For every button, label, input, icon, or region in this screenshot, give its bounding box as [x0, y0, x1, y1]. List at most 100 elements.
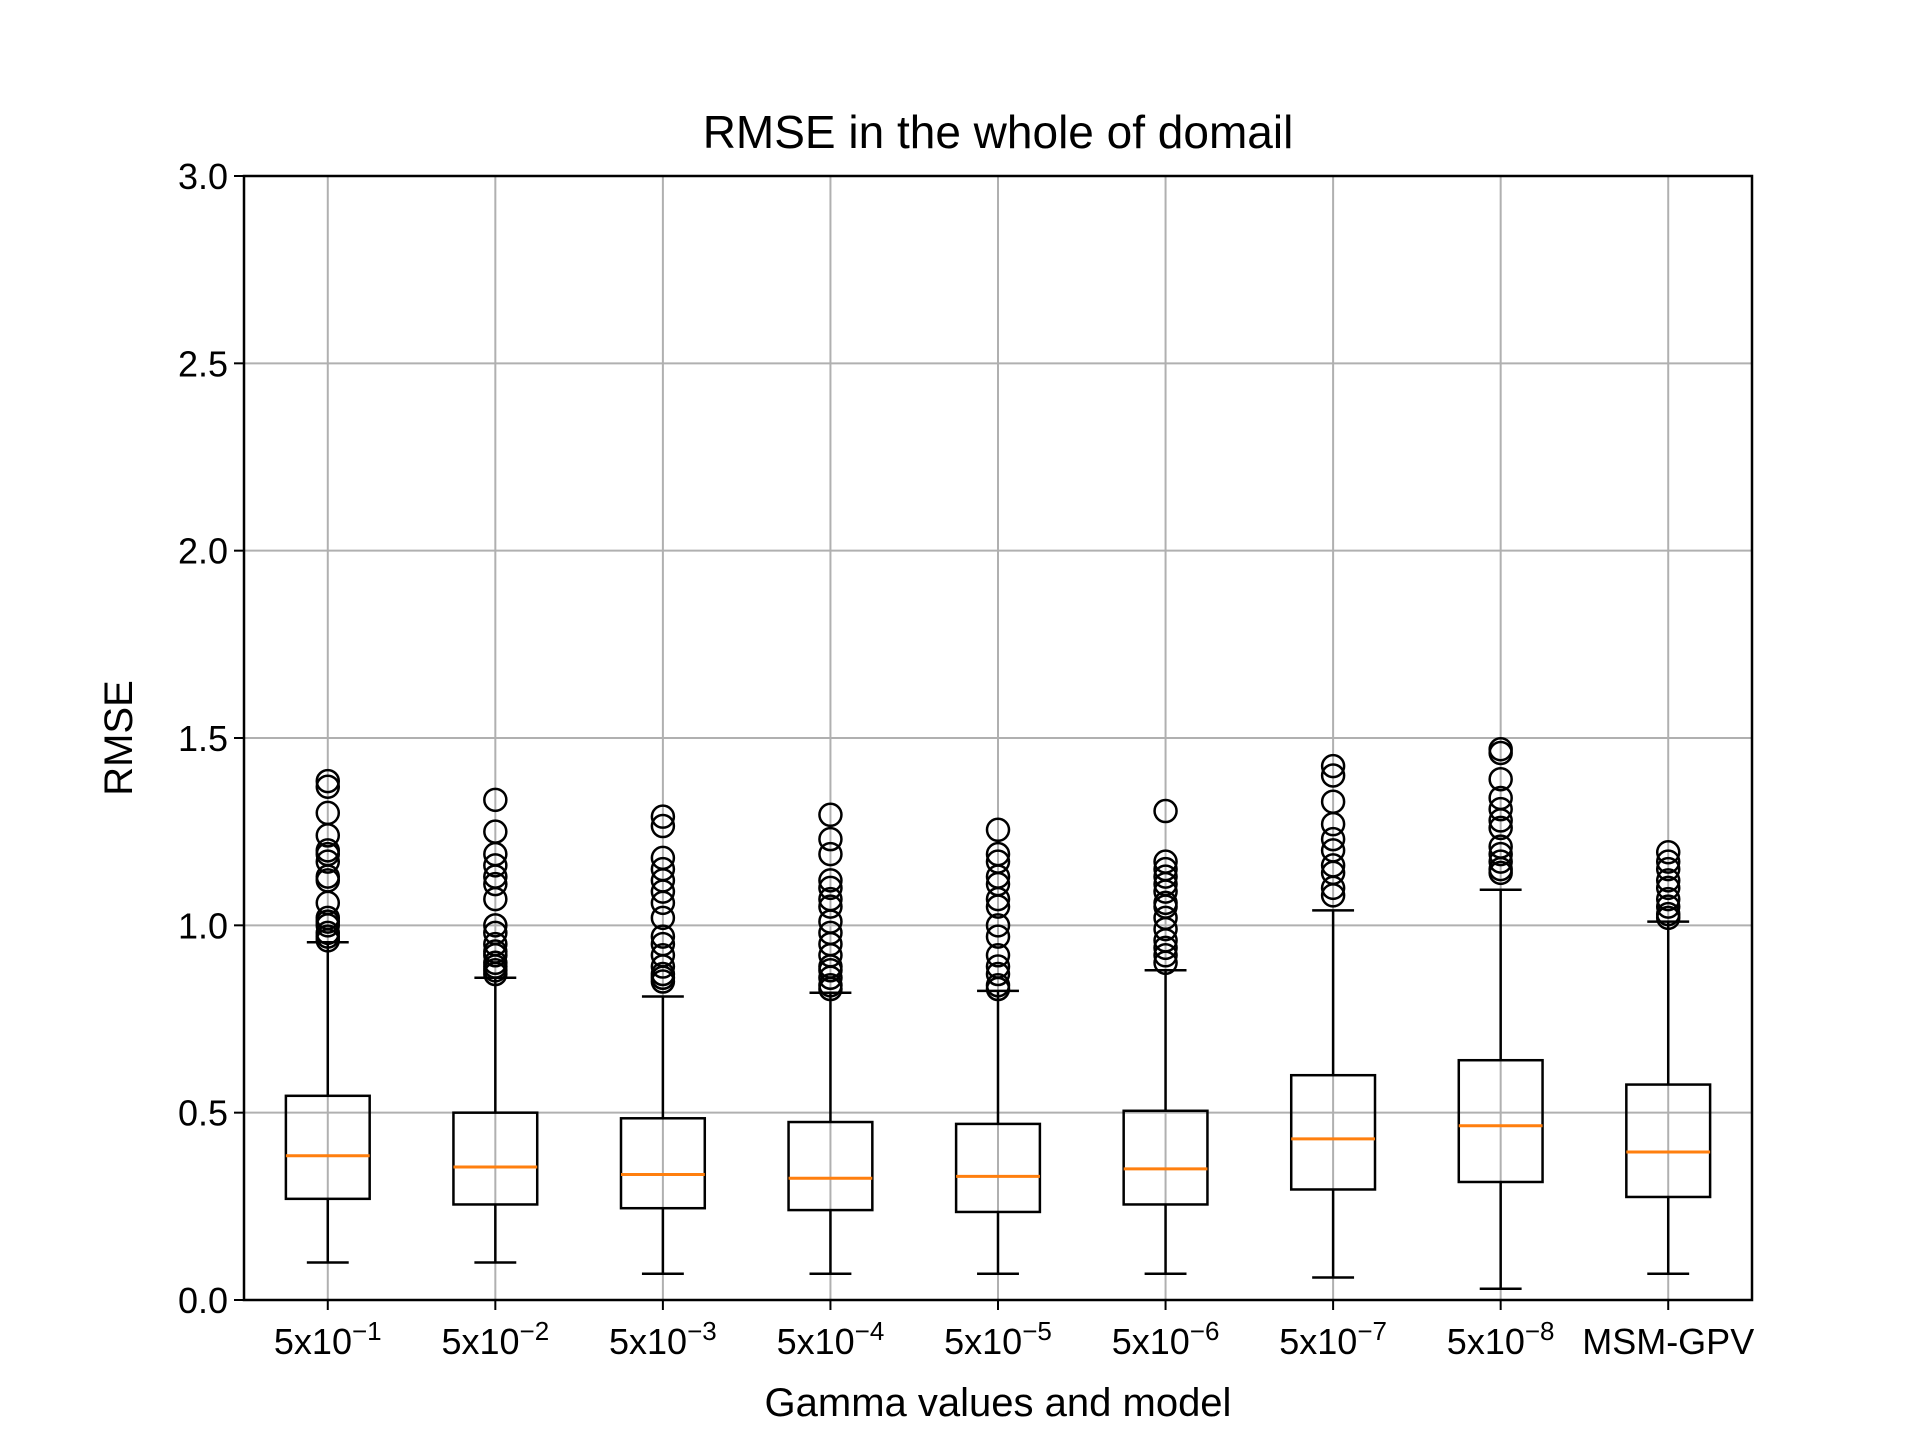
box-group — [954, 817, 1042, 1276]
box-group — [1457, 736, 1544, 1291]
outlier-point — [818, 802, 843, 828]
outlier-point — [315, 774, 341, 799]
outlier-point — [650, 905, 676, 931]
outlier-point — [315, 905, 341, 931]
y-tick-label: 0.5 — [178, 1093, 228, 1134]
x-tick-label: 5x10−1 — [274, 1316, 382, 1362]
outlier-point — [650, 931, 676, 957]
outlier-point — [483, 931, 508, 957]
outlier-point — [483, 787, 508, 813]
y-axis-label: RMSE — [97, 680, 141, 796]
outlier-point — [1153, 905, 1178, 931]
outlier-point — [483, 819, 508, 844]
outlier-point — [1488, 815, 1513, 841]
outlier-point — [650, 845, 676, 871]
iqr-box — [1289, 1073, 1377, 1191]
outlier-point — [985, 954, 1011, 979]
outlier-point — [1320, 853, 1346, 878]
outlier-point — [1488, 785, 1513, 811]
outlier-point — [315, 838, 341, 863]
outlier-point — [1488, 841, 1513, 867]
outlier-point — [985, 817, 1011, 843]
outlier-point — [1655, 868, 1681, 893]
outlier-point — [1655, 875, 1681, 901]
y-tick-label: 2.0 — [178, 531, 228, 572]
iqr-box — [1122, 1109, 1209, 1206]
outlier-point — [1655, 856, 1681, 882]
outlier-point — [315, 849, 341, 874]
iqr-box — [1457, 1058, 1544, 1184]
x-tick-label: 5x10−8 — [1447, 1316, 1555, 1362]
outlier-point — [483, 871, 508, 897]
x-tick-label: 5x10−3 — [609, 1316, 717, 1362]
outlier-point — [1488, 796, 1513, 822]
outlier-point — [315, 920, 341, 946]
y-tick-label: 3.0 — [178, 156, 228, 197]
outlier-point — [818, 894, 843, 919]
box-group — [1122, 798, 1209, 1276]
outlier-point — [818, 920, 843, 946]
outlier-point — [650, 856, 676, 882]
outlier-point — [818, 875, 843, 901]
outlier-point — [1488, 849, 1513, 874]
outlier-point — [483, 950, 508, 976]
box-group — [787, 802, 874, 1276]
outlier-point — [985, 913, 1011, 938]
y-axis-ticks: 0.0 0.5 1.0 1.5 2.0 2.5 3.0 — [178, 156, 244, 1321]
x-axis-label: Gamma values and model — [765, 1381, 1232, 1425]
box-group — [1625, 840, 1712, 1276]
outlier-point — [985, 924, 1011, 949]
x-tick-label: 5x10−7 — [1279, 1316, 1387, 1362]
outlier-point — [483, 913, 508, 938]
outlier-point — [650, 804, 676, 829]
iqr-box — [452, 1111, 539, 1206]
outlier-point — [1153, 849, 1178, 874]
outlier-point — [315, 800, 341, 826]
boxes-layer — [284, 736, 1712, 1291]
box-group — [1289, 753, 1377, 1279]
outlier-point — [1153, 935, 1178, 961]
outlier-point — [483, 939, 508, 964]
x-tick-label: 5x10−5 — [944, 1316, 1052, 1362]
outlier-point — [1153, 864, 1178, 889]
outlier-point — [1488, 766, 1513, 792]
y-tick-label: 1.5 — [178, 718, 228, 759]
chart-title: RMSE in the whole of domail — [703, 106, 1294, 158]
iqr-box — [1625, 1083, 1712, 1199]
box-group — [619, 804, 707, 1276]
y-tick-label: 1.0 — [178, 905, 228, 946]
outlier-point — [1655, 840, 1681, 865]
x-tick-label: 5x10−4 — [777, 1316, 885, 1362]
box-group — [284, 768, 371, 1264]
grid-lines — [244, 175, 1752, 1301]
outlier-point — [1655, 901, 1681, 927]
iqr-box — [787, 1120, 874, 1212]
outlier-point — [1655, 849, 1681, 874]
y-tick-label: 2.5 — [178, 343, 228, 384]
outlier-point — [985, 849, 1011, 874]
outlier-point — [818, 973, 843, 998]
outlier-point — [818, 826, 843, 852]
outlier-point — [1488, 736, 1513, 762]
x-axis-ticks: 5x10−1 5x10−2 5x10−3 5x10−4 5x10−5 5x10−6 5x10… — [274, 1300, 1754, 1362]
box-group — [452, 787, 539, 1264]
outlier-point — [1320, 753, 1346, 779]
outlier-point — [1320, 826, 1346, 852]
outlier-point — [315, 768, 341, 794]
outlier-point — [985, 961, 1011, 987]
outlier-point — [818, 886, 843, 912]
x-tick-label: 5x10−2 — [441, 1316, 549, 1362]
iqr-box — [284, 1094, 371, 1201]
outlier-point — [650, 943, 676, 968]
outlier-point — [650, 961, 676, 987]
outlier-point — [985, 943, 1011, 968]
x-tick-label: 5x10−6 — [1112, 1316, 1220, 1362]
outlier-point — [1320, 838, 1346, 863]
y-tick-label: 0.0 — [178, 1280, 228, 1321]
outlier-point — [1153, 856, 1178, 882]
outlier-point — [1320, 763, 1346, 788]
outlier-point — [483, 853, 508, 878]
outlier-point — [818, 841, 843, 867]
outlier-point — [1153, 798, 1178, 824]
